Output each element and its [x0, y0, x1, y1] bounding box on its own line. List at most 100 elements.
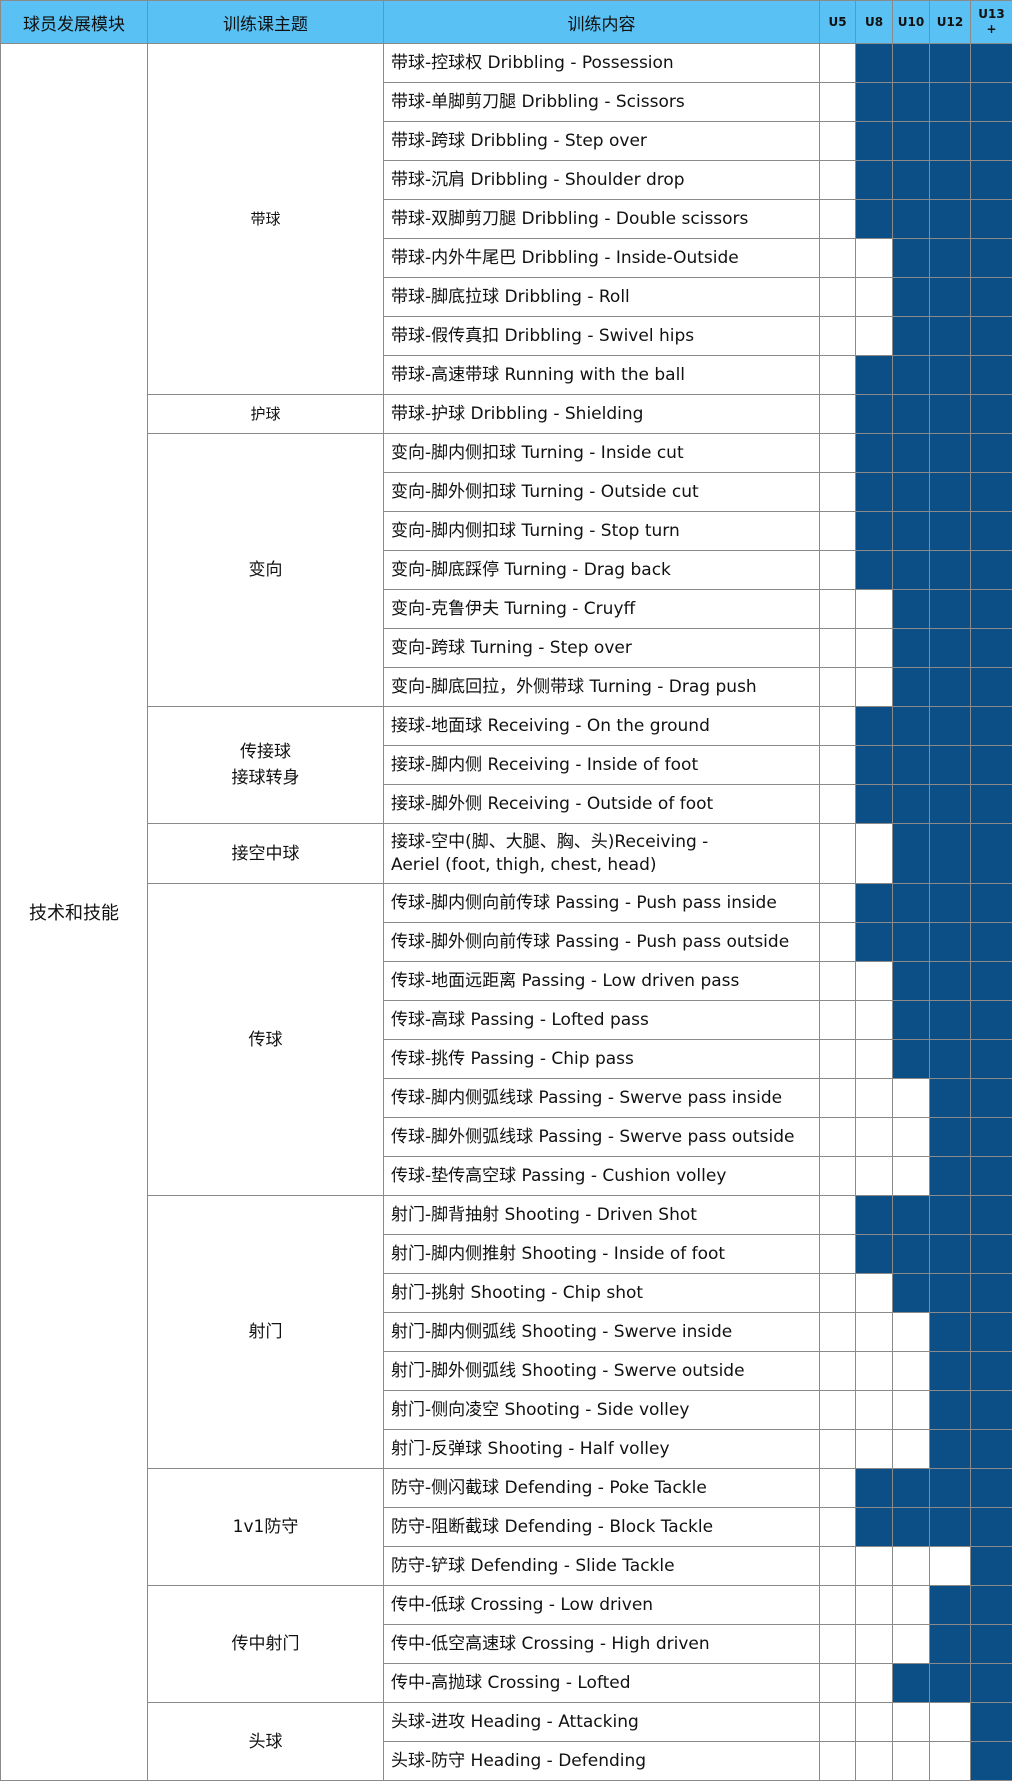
age-cell-u13-plus-filled [970, 1741, 1012, 1781]
age-cell-u13-plus-filled [970, 1702, 1012, 1742]
age-cell-u12-filled [929, 316, 971, 356]
training-content-cell: 变向-脚内侧扣球 Turning - Inside cut [383, 433, 820, 473]
age-cell-u5-empty [819, 433, 856, 473]
age-cell-u5-empty [819, 1234, 856, 1274]
age-cell-u12-filled [929, 1312, 971, 1352]
age-cell-u13-plus-filled [970, 1234, 1012, 1274]
age-cell-u13-plus-filled [970, 394, 1012, 434]
age-cell-u5-empty [819, 1663, 856, 1703]
table-row: 传球-脚外侧弧线球 Passing - Swerve pass outside [1, 1117, 1012, 1157]
theme-cell: 头球 [147, 1702, 384, 1781]
header-content: 训练内容 [383, 0, 820, 44]
age-cell-u8-filled [855, 1468, 893, 1508]
age-cell-u10-filled [892, 1273, 930, 1313]
table-row: 射门-脚内侧推射 Shooting - Inside of foot [1, 1234, 1012, 1274]
age-cell-u12-filled [929, 1000, 971, 1040]
age-cell-u8-filled [855, 472, 893, 512]
age-cell-u8-empty [855, 1117, 893, 1157]
age-cell-u12-filled [929, 628, 971, 668]
age-cell-u8-filled [855, 82, 893, 122]
age-cell-u8-empty [855, 1273, 893, 1313]
age-cell-u12-filled [929, 1156, 971, 1196]
table-row: 传球-垫传高空球 Passing - Cushion volley [1, 1156, 1012, 1196]
age-cell-u10-filled [892, 961, 930, 1001]
header-age-u12: U12 [929, 0, 971, 44]
age-cell-u12-filled [929, 922, 971, 962]
age-cell-u10-empty [892, 1390, 930, 1430]
age-cell-u5-empty [819, 1585, 856, 1625]
age-cell-u10-filled [892, 82, 930, 122]
age-cell-u5-empty [819, 121, 856, 161]
header-module: 球员发展模块 [0, 0, 148, 44]
age-cell-u13-plus-filled [970, 823, 1012, 884]
theme-cell: 1v1防守 [147, 1468, 384, 1586]
age-cell-u12-filled [929, 745, 971, 785]
table-row: 头球 头球-进攻 Heading - Attacking [1, 1702, 1012, 1781]
age-cell-u13-plus-filled [970, 1078, 1012, 1118]
age-cell-u13-plus-filled [970, 745, 1012, 785]
age-cell-u8-filled [855, 745, 893, 785]
age-cell-u5-empty [819, 589, 856, 629]
age-cell-u10-filled [892, 121, 930, 161]
age-cell-u5-empty [819, 1273, 856, 1313]
training-content-cell: 传球-垫传高空球 Passing - Cushion volley [383, 1156, 820, 1196]
age-cell-u13-plus-filled [970, 922, 1012, 962]
age-cell-u5-empty [819, 1390, 856, 1430]
table-row: 传球-挑传 Passing - Chip pass [1, 1039, 1012, 1079]
age-cell-u5-empty [819, 199, 856, 239]
age-cell-u13-plus-filled [970, 43, 1012, 83]
table-body: 技术和技能 带球 带球-控球权 Dribbling - Possession 带球-单… [0, 43, 1012, 1781]
table-row: 传球-地面远距离 Passing - Low driven pass [1, 961, 1012, 1001]
table-row: 接球-脚内侧 Receiving - Inside of foot [1, 745, 1012, 785]
training-content-cell: 传球-脚外侧向前传球 Passing - Push pass outside [383, 922, 820, 962]
age-cell-u5-empty [819, 1117, 856, 1157]
age-cell-u13-plus-filled [970, 1000, 1012, 1040]
training-content-cell: 射门-脚背抽射 Shooting - Driven Shot [383, 1195, 820, 1235]
age-cell-u8-filled [855, 394, 893, 434]
age-cell-u10-filled [892, 1663, 930, 1703]
age-cell-u5-empty [819, 43, 856, 83]
training-content-cell: 接球-地面球 Receiving - On the ground [383, 706, 820, 746]
age-cell-u12-filled [929, 1624, 971, 1664]
table-row: 带球-双脚剪刀腿 Dribbling - Double scissors [1, 199, 1012, 239]
age-cell-u13-plus-filled [970, 550, 1012, 590]
age-cell-u13-plus-filled [970, 316, 1012, 356]
age-cell-u5-empty [819, 1702, 856, 1742]
training-content-cell: 传中-低球 Crossing - Low driven [383, 1585, 820, 1625]
header-age-u5: U5 [819, 0, 856, 44]
age-cell-u8-filled [855, 43, 893, 83]
table-row: 接空中球 接球-空中(脚、大腿、胸、头)Receiving - Aeriel (f… [1, 823, 1012, 884]
age-cell-u5-empty [819, 922, 856, 962]
age-cell-u10-filled [892, 784, 930, 824]
age-cell-u8-filled [855, 1507, 893, 1547]
age-cell-u8-empty [855, 1156, 893, 1196]
age-cell-u8-filled [855, 784, 893, 824]
table-row: 带球-脚底拉球 Dribbling - Roll [1, 277, 1012, 317]
age-cell-u13-plus-filled [970, 1039, 1012, 1079]
age-cell-u10-filled [892, 922, 930, 962]
training-content-cell: 传球-脚外侧弧线球 Passing - Swerve pass outside [383, 1117, 820, 1157]
age-cell-u5-empty [819, 1507, 856, 1547]
training-content-cell: 变向-脚底踩停 Turning - Drag back [383, 550, 820, 590]
age-cell-u10-empty [892, 1312, 930, 1352]
age-cell-u10-filled [892, 883, 930, 923]
age-cell-u12-filled [929, 43, 971, 83]
training-content-cell: 变向-脚底回拉，外侧带球 Turning - Drag push [383, 667, 820, 707]
age-cell-u8-empty [855, 1312, 893, 1352]
age-cell-u8-empty [855, 1702, 893, 1742]
age-cell-u8-filled [855, 883, 893, 923]
table-row: 技术和技能 带球 带球-控球权 Dribbling - Possession [0, 43, 1012, 1781]
age-cell-u10-filled [892, 394, 930, 434]
table-row: 射门-脚外侧弧线 Shooting - Swerve outside [1, 1351, 1012, 1391]
age-cell-u5-empty [819, 823, 856, 884]
training-content-cell: 变向-脚内侧扣球 Turning - Stop turn [383, 511, 820, 551]
training-content-cell: 射门-挑射 Shooting - Chip shot [383, 1273, 820, 1313]
training-content-cell: 射门-反弹球 Shooting - Half volley [383, 1429, 820, 1469]
table-row: 变向-跨球 Turning - Step over [1, 628, 1012, 668]
age-cell-u10-empty [892, 1156, 930, 1196]
age-cell-u13-plus-filled [970, 1663, 1012, 1703]
age-cell-u12-filled [929, 1273, 971, 1313]
table-row: 传球-脚外侧向前传球 Passing - Push pass outside [1, 922, 1012, 962]
age-cell-u10-filled [892, 706, 930, 746]
module-cell: 技术和技能 [0, 43, 148, 1781]
